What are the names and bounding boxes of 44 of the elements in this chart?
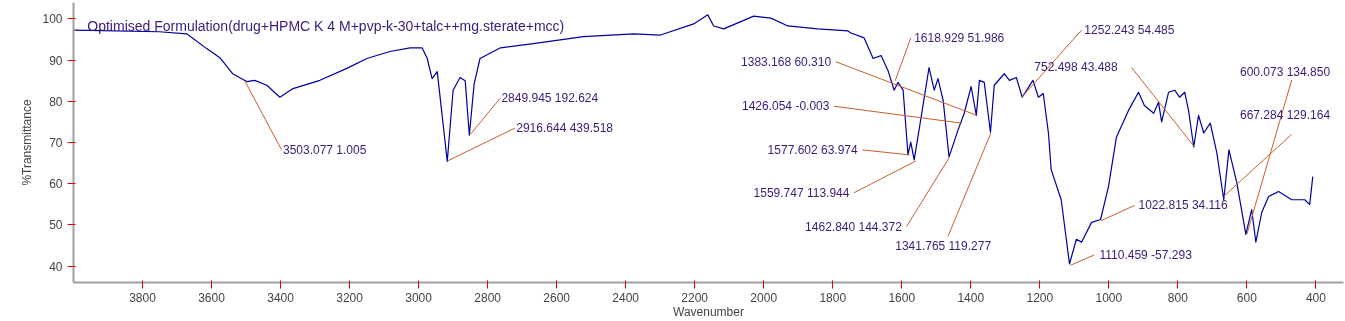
x-tick-label: 2800 (474, 290, 502, 305)
annotation: 667.284 129.164 (1239, 108, 1331, 123)
y-tick-label: 50 (49, 218, 63, 233)
annotation: 1252.243 54.485 (1084, 23, 1175, 38)
x-tick-label: 400 (1305, 290, 1327, 305)
text: Optimised Formulation(drug+HPMC K 4 M+pvp-k-30+talc++mg.sterate+mcc) (87, 17, 565, 34)
annotation: 1110.459 -57.293 (1099, 247, 1193, 262)
x-tick-label: 3400 (267, 290, 295, 305)
y-axis-title: %Transmittance (20, 99, 35, 186)
x-tick-label: 1600 (888, 290, 916, 305)
x-tick-label: 600 (1236, 290, 1258, 305)
x-tick-label: 3800 (129, 290, 157, 305)
annotation: 752.498 43.488 (1034, 59, 1119, 74)
annotation: 600.073 134.850 (1239, 64, 1331, 79)
x-tick-label: 2600 (543, 290, 571, 305)
annotation: 3503.077 1.005 (282, 142, 367, 157)
annotation: 2849.945 192.624 (501, 91, 599, 106)
y-tick-label: 100 (42, 12, 63, 27)
x-tick-label: 3000 (405, 290, 433, 305)
y-tick-label: 90 (49, 53, 63, 68)
x-tick-label: 1200 (1026, 290, 1054, 305)
x-tick-label: 2000 (750, 290, 778, 305)
x-axis-title: Wavenumber (673, 304, 744, 319)
x-tick-label: 800 (1167, 290, 1189, 305)
y-tick-label: 70 (49, 136, 63, 150)
y-tick-label: 40 (49, 259, 63, 274)
annotation: 2916.644 439.518 (516, 121, 614, 136)
y-tick-label: 80 (49, 94, 63, 109)
annotation: 1462.840 144.372 (805, 219, 903, 234)
annotation: 1577.602 63.974 (767, 142, 859, 157)
annotation: 1341.765 119.277 (895, 239, 992, 254)
annotation: 1559.747 113.944 (753, 185, 850, 200)
annotation: 1383.168 60.310 (741, 54, 832, 69)
x-tick-label: 3200 (336, 290, 364, 305)
annotation: 1022.815 34.116 (1138, 197, 1229, 212)
x-tick-label: 3600 (198, 290, 226, 305)
x-tick-label: 2200 (681, 290, 709, 305)
x-tick-label: 1800 (819, 290, 847, 305)
x-tick-label: 1400 (957, 290, 985, 305)
x-tick-label: 2400 (612, 290, 640, 305)
annotation: 1618.929 51.986 (914, 30, 1005, 45)
x-tick-label: 1000 (1095, 290, 1123, 305)
y-tick-label: 60 (49, 177, 63, 192)
annotation: 1426.054 -0.003 (741, 99, 830, 114)
